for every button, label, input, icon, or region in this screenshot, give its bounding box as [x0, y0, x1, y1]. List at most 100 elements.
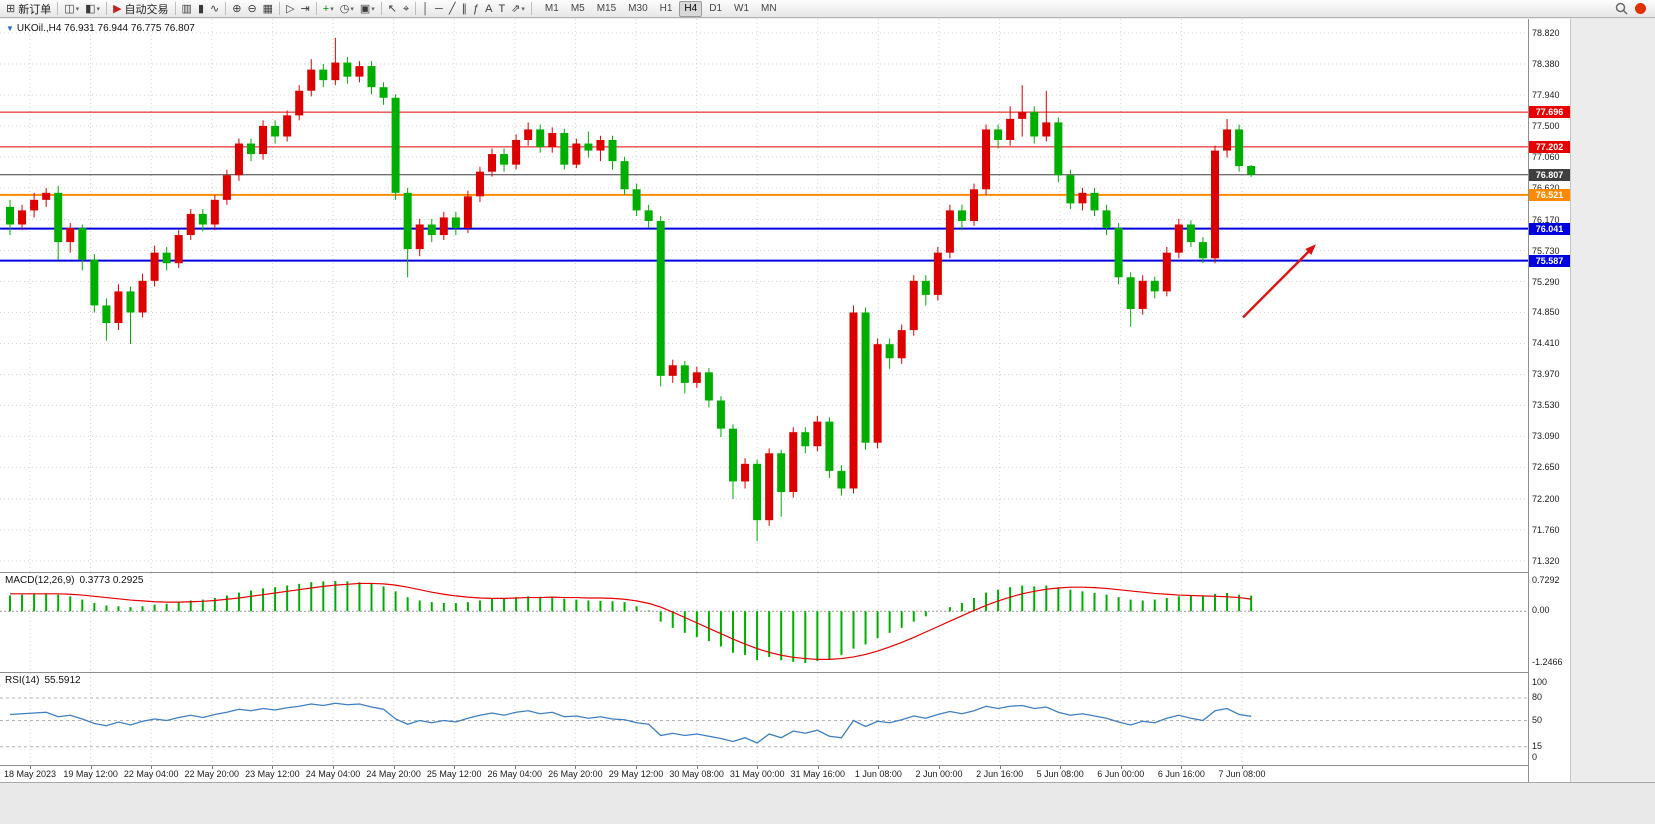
- time-axis-label: 30 May 08:00: [669, 769, 724, 779]
- timeframe-m5[interactable]: M5: [570, 2, 585, 14]
- toolbar-separator: [415, 2, 417, 15]
- profiles-button[interactable]: ◧ ▾: [82, 1, 103, 17]
- price-axis-label: 77.060: [1532, 151, 1560, 162]
- time-axis-label: 1 Jun 08:00: [854, 769, 902, 779]
- price-chart-plot[interactable]: [0, 19, 1528, 572]
- crosshair-icon: ⌖: [402, 2, 410, 15]
- search-icon[interactable]: [1615, 2, 1628, 15]
- time-tick: [333, 766, 334, 769]
- line-chart-button[interactable]: ∿: [207, 1, 222, 17]
- price-axis-label: 74.410: [1532, 338, 1560, 349]
- rsi-axis-label: 15: [1532, 740, 1543, 751]
- price-axis-label: 78.820: [1532, 28, 1560, 38]
- indicators-button[interactable]: + ▾: [320, 1, 337, 17]
- label-button[interactable]: T: [495, 1, 508, 17]
- macd-plot[interactable]: [0, 573, 1528, 672]
- trendline-button[interactable]: ╱: [446, 1, 459, 17]
- horizontal-line-button[interactable]: ─: [432, 1, 446, 17]
- zoom-out-button[interactable]: ⊖: [244, 1, 259, 17]
- timeframe-m1[interactable]: M1: [544, 2, 559, 14]
- bar-chart-button[interactable]: ▥: [179, 1, 195, 17]
- templates-button[interactable]: ▣ ▾: [357, 1, 378, 17]
- channel-button[interactable]: ∥: [458, 1, 470, 17]
- time-axis[interactable]: 18 May 2023 19 May 12:00 22 May 04:00 22 Ma…: [0, 765, 1528, 782]
- price-tag: 77.202: [1529, 140, 1570, 153]
- time-tick: [30, 766, 31, 769]
- macd-grid: [0, 573, 1528, 672]
- price-chart-panel: ▼ UKOil.,H4 76.931 76.944 76.775 76.807: [0, 19, 1528, 572]
- profiles-icon: ◧: [85, 2, 96, 15]
- timeframe-h4[interactable]: H4: [679, 0, 703, 17]
- auto-scroll-button[interactable]: ▷: [283, 1, 297, 17]
- price-axis-label: 76.620: [1532, 183, 1560, 193]
- right-gutter: [1570, 19, 1655, 782]
- new-order-button[interactable]: ⊞ 新订单: [3, 1, 54, 17]
- price-axis-label: 72.650: [1532, 462, 1560, 473]
- time-axis-label: 23 May 12:00: [245, 769, 300, 779]
- bar-chart-icon: ▥: [181, 2, 192, 15]
- time-axis-label: 19 May 12:00: [63, 769, 118, 779]
- notification-badge[interactable]: [1635, 3, 1646, 14]
- chart-shift-button[interactable]: ⇥: [298, 1, 313, 17]
- price-axis-label: 78.380: [1532, 58, 1560, 69]
- rsi-value: 55.5912: [44, 675, 81, 686]
- text-button[interactable]: A: [482, 1, 495, 17]
- cursor-button[interactable]: ↖: [385, 1, 400, 17]
- arrows-tool-button[interactable]: ⇗ ▾: [508, 1, 528, 17]
- rsi-indicator-panel: RSI(14) 55.5912: [0, 672, 1528, 765]
- chart-shift-icon: ⇥: [300, 2, 310, 15]
- arrows-tool-icon: ⇗: [511, 2, 521, 15]
- timeframe-mn[interactable]: MN: [761, 2, 777, 14]
- macd-axis-label: 0.7292: [1532, 575, 1560, 585]
- time-tick: [393, 766, 395, 769]
- auto-trading-button[interactable]: ▶ 自动交易: [110, 1, 171, 17]
- timeframe-m15[interactable]: M15: [596, 2, 617, 14]
- periods-button[interactable]: ◷ ▾: [337, 1, 357, 17]
- time-tick: [939, 766, 940, 769]
- candlestick-chart-icon: ▮: [197, 2, 204, 15]
- time-tick: [817, 766, 819, 769]
- time-tick: [636, 766, 637, 769]
- timeframe-m30[interactable]: M30: [628, 2, 648, 14]
- rsi-axis-label: 80: [1532, 692, 1543, 702]
- time-axis-label: 24 May 20:00: [366, 769, 421, 779]
- time-axis-label: 18 May 2023: [3, 769, 57, 779]
- trend-arrow-annotation[interactable]: [1242, 244, 1316, 319]
- macd-axis-label: -1.2466: [1532, 657, 1563, 667]
- zoom-in-button[interactable]: ⊕: [229, 1, 244, 17]
- templates-icon: ▣: [359, 2, 371, 15]
- candlestick-chart-button[interactable]: ▮: [195, 1, 207, 17]
- time-axis-label: 2 Jun 16:00: [976, 769, 1024, 779]
- new-chart-button[interactable]: ◫ ▾: [61, 1, 82, 17]
- timeframe-h1[interactable]: H1: [659, 2, 673, 14]
- chevron-down-icon: ▾: [96, 5, 101, 13]
- chevron-down-icon: ▾: [75, 5, 80, 13]
- time-tick: [211, 766, 213, 769]
- toolbar-separator: [106, 2, 108, 15]
- auto-trading-icon: ▶: [113, 2, 122, 15]
- timeframe-w1[interactable]: W1: [734, 2, 750, 14]
- vertical-line-button[interactable]: │: [419, 1, 432, 17]
- time-axis-label: 25 May 12:00: [426, 769, 482, 779]
- tile-windows-button[interactable]: ▦: [260, 1, 276, 17]
- rsi-plot[interactable]: [0, 673, 1528, 765]
- rsi-grid: [0, 673, 1528, 765]
- macd-values: 0.3773 0.2925: [79, 575, 144, 586]
- text-icon: A: [485, 2, 493, 15]
- time-tick: [575, 766, 577, 769]
- horizontal-level-lines[interactable]: [0, 111, 1528, 262]
- one-click-trading-icon[interactable]: ▼: [6, 24, 14, 33]
- crosshair-button[interactable]: ⌖: [400, 1, 412, 17]
- timeframe-d1[interactable]: D1: [709, 2, 723, 14]
- auto-trading-button-label: 自动交易: [124, 3, 169, 16]
- time-tick: [999, 766, 1001, 769]
- price-axis-label: 71.760: [1532, 525, 1560, 536]
- macd-label: MACD(12,26,9) 0.3773 0.2925: [5, 575, 144, 586]
- rsi-axis-label: 50: [1532, 714, 1543, 725]
- price-axis[interactable]: 78.820 78.380 77.940 77.500 77.060 76.620 76.1…: [1528, 19, 1570, 782]
- periods-icon: ◷: [339, 2, 350, 15]
- toolbar-separator: [57, 2, 59, 15]
- fibonacci-button[interactable]: ƒ: [470, 1, 482, 17]
- chevron-down-icon: ▾: [350, 5, 354, 13]
